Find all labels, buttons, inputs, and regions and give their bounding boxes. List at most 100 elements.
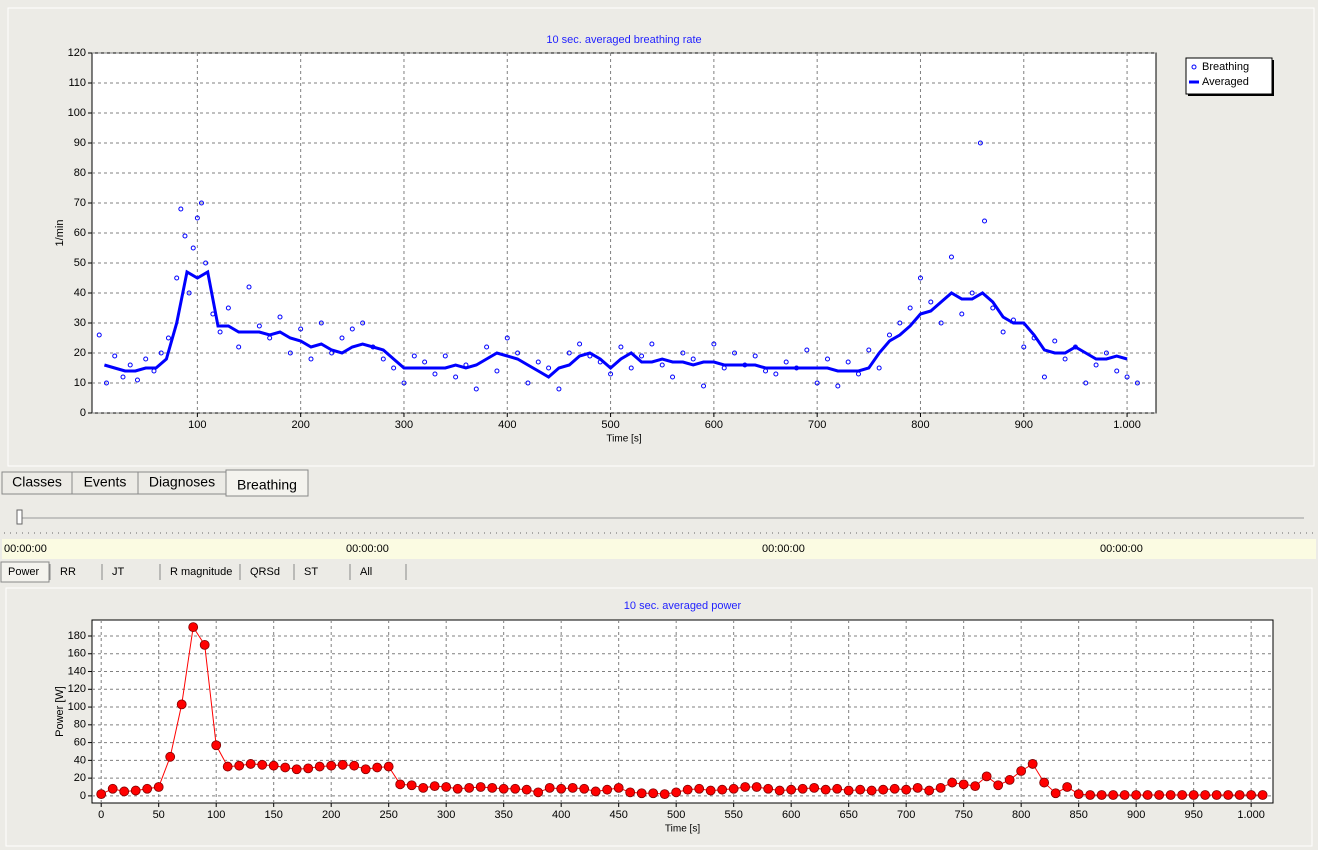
series-marker xyxy=(107,783,118,794)
series-marker xyxy=(717,784,728,795)
breathing-point xyxy=(174,275,180,281)
y-tick-label: 60 xyxy=(74,227,86,239)
series-marker xyxy=(878,784,889,795)
breathing-point xyxy=(628,365,634,371)
series-marker xyxy=(602,784,613,795)
series-marker xyxy=(1096,790,1107,800)
series-marker xyxy=(751,782,762,792)
breathing-point xyxy=(752,353,758,359)
breathing-point xyxy=(546,365,552,371)
breathing-point xyxy=(938,320,944,326)
x-tick-label: 500 xyxy=(667,809,685,821)
subtab-label[interactable]: R magnitude xyxy=(170,566,232,578)
breathing-point xyxy=(959,311,965,317)
series-marker xyxy=(153,782,164,792)
breathing-point xyxy=(845,359,851,365)
series-marker xyxy=(901,784,912,795)
x-tick-label: 700 xyxy=(808,419,826,431)
x-tick-label: 50 xyxy=(153,809,165,821)
breathing-point xyxy=(120,374,126,380)
subtab-label[interactable]: All xyxy=(360,566,372,578)
series-marker xyxy=(1016,766,1027,776)
breathing-point xyxy=(783,359,789,365)
series-marker xyxy=(590,786,601,797)
x-tick-label: 400 xyxy=(552,809,570,821)
x-tick-label: 850 xyxy=(1069,809,1087,821)
series-marker xyxy=(648,788,659,799)
breathing-point xyxy=(339,335,345,341)
breathing-point xyxy=(1041,374,1047,380)
legend-label: Breathing xyxy=(1202,61,1249,73)
subtab-label[interactable]: QRSd xyxy=(250,566,280,578)
breathing-point xyxy=(701,383,707,389)
series-marker xyxy=(935,782,946,793)
series-marker xyxy=(464,782,475,793)
subtab-label[interactable]: Power xyxy=(8,566,40,578)
series-marker xyxy=(1050,788,1061,799)
series-marker xyxy=(832,783,843,794)
series-marker xyxy=(763,783,774,794)
series-marker xyxy=(705,785,716,796)
breathing-point xyxy=(977,140,983,146)
tab-label[interactable]: Breathing xyxy=(237,477,297,493)
y-tick-label: 10 xyxy=(74,377,86,389)
breathing-point xyxy=(982,218,988,224)
series-marker xyxy=(1246,790,1257,800)
breathing-point xyxy=(825,356,831,362)
timeline-label: 00:00:00 xyxy=(762,543,805,555)
series-marker xyxy=(349,760,360,771)
series-marker xyxy=(291,764,302,775)
breathing-point xyxy=(566,350,572,356)
breathing-point xyxy=(246,284,252,290)
series-marker xyxy=(970,781,981,792)
breathing-point xyxy=(182,233,188,239)
breathing-point xyxy=(225,305,231,311)
breathing-point xyxy=(349,326,355,332)
chart-title: 10 sec. averaged breathing rate xyxy=(546,34,701,46)
series-marker xyxy=(234,760,245,771)
series-marker xyxy=(1119,790,1130,800)
legend xyxy=(1185,57,1273,95)
slider-thumb[interactable] xyxy=(16,509,23,525)
series-marker xyxy=(245,759,256,769)
subtab-label[interactable]: JT xyxy=(112,566,125,578)
subtab-label[interactable]: RR xyxy=(60,566,76,578)
breathing-point xyxy=(577,341,583,347)
series-marker xyxy=(1027,759,1038,769)
series-marker xyxy=(1188,790,1199,800)
breathing-point xyxy=(907,305,913,311)
breathing-point xyxy=(711,341,717,347)
breathing-point xyxy=(773,371,779,377)
y-tick-label: 0 xyxy=(80,790,86,802)
tab-label[interactable]: Diagnoses xyxy=(149,474,215,490)
subtab-active[interactable] xyxy=(0,561,50,583)
y-tick-label: 20 xyxy=(74,772,86,784)
breathing-point xyxy=(203,260,209,266)
series-marker xyxy=(556,783,567,794)
breathing-point xyxy=(422,359,428,365)
series-marker xyxy=(372,762,383,773)
x-tick-label: 650 xyxy=(839,809,857,821)
series-marker xyxy=(199,639,210,650)
breathing-point xyxy=(649,341,655,347)
breathing-point xyxy=(401,380,407,386)
breathing-point xyxy=(143,356,149,362)
series-marker xyxy=(1211,790,1222,800)
series-marker xyxy=(165,751,176,762)
series-marker xyxy=(1177,790,1188,800)
breathing-point xyxy=(391,365,397,371)
breathing-point xyxy=(1114,368,1120,374)
subtab-label[interactable]: ST xyxy=(304,566,318,578)
x-tick-label: 300 xyxy=(437,809,455,821)
tab[interactable] xyxy=(225,469,309,497)
tab-label[interactable]: Events xyxy=(84,474,127,490)
timeline-label: 00:00:00 xyxy=(1100,543,1143,555)
y-axis-label: 1/min xyxy=(54,220,66,247)
x-tick-label: 1.000 xyxy=(1237,809,1265,821)
breathing-point xyxy=(298,326,304,332)
breathing-point xyxy=(186,290,192,296)
tab-label[interactable]: Classes xyxy=(12,474,62,490)
y-tick-label: 140 xyxy=(68,665,86,677)
y-tick-label: 40 xyxy=(74,754,86,766)
